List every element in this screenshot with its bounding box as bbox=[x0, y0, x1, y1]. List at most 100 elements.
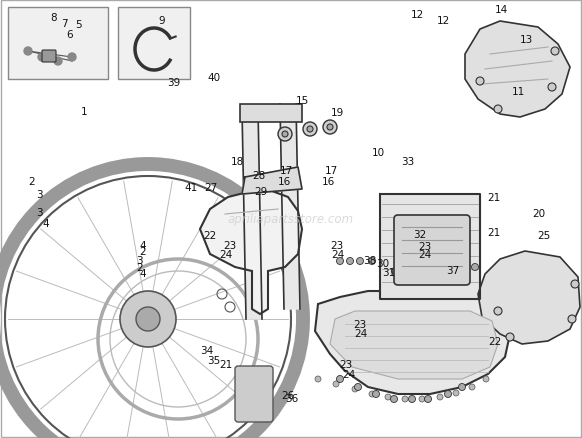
Circle shape bbox=[24, 48, 32, 56]
Polygon shape bbox=[465, 22, 570, 118]
Text: 15: 15 bbox=[296, 96, 309, 106]
Text: 7: 7 bbox=[61, 19, 68, 29]
Text: 1: 1 bbox=[81, 107, 88, 117]
Circle shape bbox=[68, 54, 76, 62]
Polygon shape bbox=[330, 311, 498, 379]
FancyBboxPatch shape bbox=[235, 366, 273, 422]
Circle shape bbox=[391, 396, 398, 403]
Circle shape bbox=[368, 258, 375, 265]
Text: 2: 2 bbox=[136, 262, 143, 272]
Text: 27: 27 bbox=[204, 183, 217, 192]
Circle shape bbox=[352, 386, 358, 392]
Circle shape bbox=[282, 132, 288, 138]
Text: 20: 20 bbox=[532, 209, 545, 219]
Circle shape bbox=[315, 376, 321, 382]
Circle shape bbox=[346, 258, 353, 265]
Text: 22: 22 bbox=[203, 231, 216, 240]
Text: 33: 33 bbox=[401, 156, 414, 166]
Bar bbox=[118, 8, 190, 80]
Text: 41: 41 bbox=[184, 183, 197, 192]
Text: 32: 32 bbox=[414, 230, 427, 239]
Circle shape bbox=[307, 127, 313, 133]
Text: 3: 3 bbox=[136, 256, 143, 265]
Text: 2: 2 bbox=[29, 177, 36, 187]
Text: 3: 3 bbox=[36, 190, 43, 200]
Circle shape bbox=[459, 384, 466, 391]
Circle shape bbox=[424, 396, 431, 403]
Circle shape bbox=[54, 58, 62, 66]
Text: 8: 8 bbox=[50, 14, 57, 23]
Circle shape bbox=[445, 268, 452, 275]
Text: 14: 14 bbox=[495, 5, 508, 14]
Text: 31: 31 bbox=[382, 268, 395, 277]
Text: 24: 24 bbox=[354, 328, 367, 338]
FancyBboxPatch shape bbox=[394, 215, 470, 285]
Text: 22: 22 bbox=[488, 336, 501, 346]
Circle shape bbox=[409, 268, 416, 275]
Text: 23: 23 bbox=[223, 240, 236, 250]
Circle shape bbox=[372, 391, 379, 398]
Text: 23: 23 bbox=[418, 241, 431, 251]
Text: 28: 28 bbox=[253, 170, 265, 180]
Circle shape bbox=[357, 258, 364, 265]
Text: 13: 13 bbox=[520, 35, 533, 45]
Text: 2: 2 bbox=[139, 247, 146, 257]
Text: 21: 21 bbox=[219, 360, 232, 369]
Text: 37: 37 bbox=[446, 266, 459, 276]
Circle shape bbox=[120, 291, 176, 347]
Circle shape bbox=[494, 307, 502, 315]
Circle shape bbox=[551, 48, 559, 56]
Text: 23: 23 bbox=[330, 240, 343, 250]
Polygon shape bbox=[478, 251, 580, 344]
Circle shape bbox=[469, 384, 475, 390]
Text: 12: 12 bbox=[411, 11, 424, 20]
Text: 4: 4 bbox=[139, 240, 146, 250]
Text: 19: 19 bbox=[331, 108, 344, 118]
Polygon shape bbox=[280, 105, 300, 309]
FancyBboxPatch shape bbox=[42, 51, 56, 63]
Text: 21: 21 bbox=[487, 193, 500, 203]
Circle shape bbox=[354, 384, 361, 391]
Polygon shape bbox=[315, 291, 510, 394]
Circle shape bbox=[333, 381, 339, 387]
Circle shape bbox=[571, 280, 579, 288]
Circle shape bbox=[323, 121, 337, 135]
Text: 17: 17 bbox=[280, 166, 293, 176]
Bar bbox=[240, 105, 302, 123]
Circle shape bbox=[136, 307, 160, 331]
Text: 23: 23 bbox=[340, 360, 353, 369]
Text: 4: 4 bbox=[42, 219, 49, 228]
Text: 25: 25 bbox=[538, 231, 551, 240]
Text: 39: 39 bbox=[167, 78, 180, 87]
Circle shape bbox=[483, 376, 489, 382]
Circle shape bbox=[419, 396, 425, 402]
Circle shape bbox=[303, 123, 317, 137]
Text: 18: 18 bbox=[231, 156, 244, 166]
Text: 9: 9 bbox=[158, 16, 165, 26]
Text: 3: 3 bbox=[36, 208, 43, 217]
Text: 5: 5 bbox=[75, 21, 82, 30]
Circle shape bbox=[459, 261, 466, 268]
Bar bbox=[8, 8, 108, 80]
Circle shape bbox=[336, 258, 343, 265]
Circle shape bbox=[453, 390, 459, 396]
Text: 24: 24 bbox=[418, 249, 431, 259]
Text: 21: 21 bbox=[487, 227, 500, 237]
Text: 10: 10 bbox=[372, 148, 385, 157]
Text: 26: 26 bbox=[282, 390, 294, 400]
Text: 12: 12 bbox=[437, 16, 450, 26]
Text: 24: 24 bbox=[331, 249, 344, 259]
Circle shape bbox=[494, 106, 502, 114]
Text: 30: 30 bbox=[377, 259, 389, 268]
Circle shape bbox=[278, 128, 292, 141]
Circle shape bbox=[427, 268, 434, 275]
Circle shape bbox=[506, 333, 514, 341]
Polygon shape bbox=[242, 110, 262, 319]
Circle shape bbox=[437, 394, 443, 400]
Text: apriliapartsstore.com: apriliapartsstore.com bbox=[228, 213, 354, 226]
Text: 38: 38 bbox=[363, 256, 376, 265]
Text: 4: 4 bbox=[139, 269, 146, 279]
Text: 36: 36 bbox=[286, 393, 299, 403]
Polygon shape bbox=[200, 191, 302, 314]
Circle shape bbox=[369, 391, 375, 397]
